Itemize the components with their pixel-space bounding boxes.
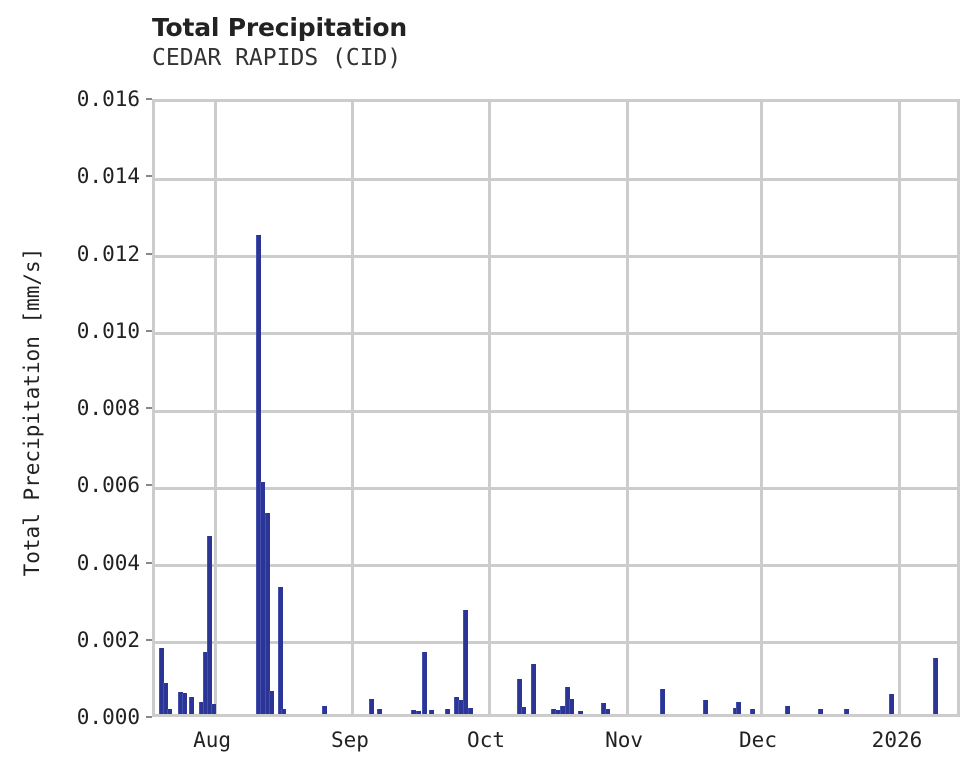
bar [735, 701, 741, 714]
bar [167, 709, 173, 714]
bar [264, 513, 270, 714]
bar [559, 706, 565, 714]
bar [601, 703, 607, 714]
bar [210, 704, 216, 714]
bar [421, 652, 427, 714]
plot-area [152, 99, 960, 717]
title-block: Total Precipitation CEDAR RAPIDS (CID) [152, 14, 912, 74]
x-axis-ticklabels: Aug Sep Oct Nov Dec 2026 [0, 728, 980, 768]
y-tick-mark [146, 716, 152, 718]
gridline-horizontal [155, 486, 957, 490]
y-tick-mark [146, 484, 152, 487]
bar [516, 679, 522, 714]
page-title: Total Precipitation [152, 13, 407, 42]
bar [817, 709, 823, 714]
x-tick-label: Nov [605, 728, 643, 752]
bar [181, 692, 187, 714]
bar [415, 710, 421, 714]
bar [660, 688, 665, 714]
bar [202, 652, 208, 714]
bar [732, 708, 738, 714]
bar [428, 710, 434, 714]
gridline-horizontal [155, 564, 957, 567]
gridline-vertical [625, 102, 629, 714]
y-tick-mark [146, 252, 152, 255]
bar [468, 708, 474, 714]
y-tick-mark [146, 175, 152, 178]
y-tick-label: 0.000 [76, 705, 140, 729]
y-tick-label: 0.010 [76, 318, 140, 343]
bar [458, 700, 463, 714]
x-tick-label: Aug [193, 728, 231, 752]
bar [888, 693, 894, 714]
bar [577, 710, 583, 714]
y-tick-label: 0.016 [76, 87, 140, 111]
bar [207, 536, 213, 714]
bar [444, 709, 450, 714]
y-tick-label: 0.006 [76, 473, 140, 498]
bar [277, 586, 283, 714]
x-tick-label: Dec [739, 728, 777, 752]
y-tick-label: 0.004 [76, 550, 140, 575]
bar [280, 709, 286, 714]
bar [604, 709, 610, 714]
bar [453, 696, 459, 714]
bar [843, 709, 849, 714]
y-axis-ticklabels: 0.000 0.002 0.004 0.006 0.008 0.010 0.012 0.014… [0, 0, 152, 780]
bar [702, 700, 708, 714]
bar [784, 706, 790, 714]
gridline-horizontal [155, 641, 957, 645]
x-tick-label: 2026 [871, 728, 923, 752]
bar [178, 691, 184, 714]
y-tick-mark [146, 561, 152, 564]
bar [520, 707, 526, 714]
gridline-vertical [487, 102, 491, 714]
bar [550, 709, 556, 714]
bar [410, 710, 416, 714]
bar [162, 683, 168, 714]
bar [569, 698, 575, 714]
bar [554, 710, 560, 714]
gridline-horizontal [155, 409, 957, 413]
bar [564, 686, 570, 714]
bar [322, 706, 327, 714]
gridline-horizontal [155, 177, 957, 181]
y-tick-label: 0.008 [76, 396, 140, 420]
y-tick-label: 0.014 [76, 164, 140, 189]
gridline-horizontal [155, 255, 957, 258]
bar [259, 482, 265, 714]
bar [199, 702, 205, 714]
bar [530, 663, 536, 714]
gridline-vertical [759, 102, 763, 714]
bar [750, 709, 755, 714]
bar [256, 235, 261, 714]
y-axis-label: Total Precipitation [mm/s] [20, 247, 44, 577]
y-tick-mark [146, 329, 152, 332]
y-tick-mark [146, 638, 152, 641]
bar [933, 658, 939, 714]
bar [462, 609, 468, 714]
bar [369, 698, 375, 714]
gridline-vertical [213, 102, 217, 714]
y-tick-label: 0.002 [76, 627, 140, 652]
chart-subtitle: CEDAR RAPIDS (CID) [152, 44, 402, 71]
y-tick-mark [146, 98, 152, 100]
x-tick-label: Sep [330, 728, 369, 752]
bar [377, 709, 383, 714]
y-tick-mark [146, 407, 152, 409]
gridline-vertical [351, 102, 355, 714]
x-tick-label: Oct [467, 728, 505, 752]
bar [189, 696, 195, 714]
y-tick-label: 0.012 [76, 241, 140, 266]
bar [269, 690, 274, 714]
gridline-horizontal [155, 332, 957, 336]
bar [159, 648, 165, 714]
gridline-vertical [898, 102, 902, 714]
